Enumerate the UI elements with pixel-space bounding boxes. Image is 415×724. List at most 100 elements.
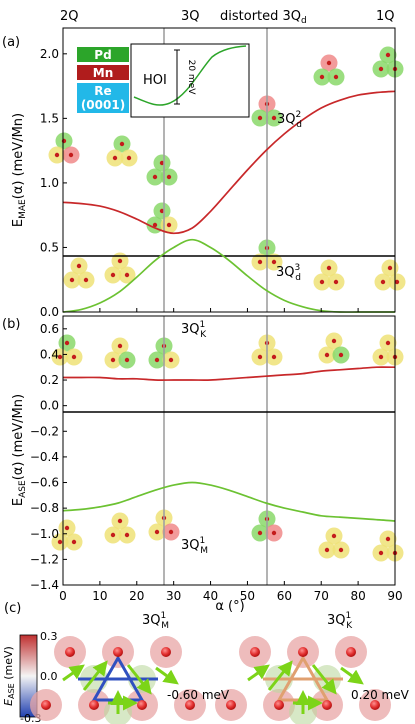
panel-c-left-title: 3Q1 M xyxy=(142,611,169,631)
panel-b-y-label: EASE(α) (meV/Mn) xyxy=(11,394,28,506)
panel-a-spin-sprite xyxy=(106,135,138,167)
inset-curve xyxy=(133,45,247,106)
panel-a-spin-sprite xyxy=(146,154,178,186)
panel-b-spin-sprite xyxy=(372,530,404,562)
spin-atom xyxy=(152,174,158,180)
panel-b-spin-sprites xyxy=(51,332,404,562)
panel-b-y-tick-label: −0.6 xyxy=(30,476,59,490)
panel-b-green-curve xyxy=(62,481,396,522)
spin-atom xyxy=(271,530,277,536)
spin-atom xyxy=(387,265,393,271)
annotation-3qd2: 3Q2 d xyxy=(277,110,302,130)
lattice-atom xyxy=(370,700,380,710)
spin-atom xyxy=(168,529,174,535)
annotation-3qd3: 3Q3 d xyxy=(276,263,301,283)
top-label-distorted: distorted 3Qd xyxy=(220,9,307,26)
panel-a-y-tick-label: 1.5 xyxy=(40,111,59,125)
lattice-atom xyxy=(298,647,308,657)
spin-arrow xyxy=(247,664,270,682)
spin-atom xyxy=(394,279,400,285)
panel-b-y-tick-label: 0.2 xyxy=(40,373,59,387)
panel-a-spin-sprite xyxy=(251,95,283,127)
colorbar-label: EASE (meV) xyxy=(2,646,16,706)
spin-arrow xyxy=(82,660,108,691)
inset-scale-label: 20 meV xyxy=(186,60,196,96)
panel-b-spin-sprite xyxy=(372,334,404,366)
spin-atom xyxy=(338,547,344,553)
lattice-atom xyxy=(185,700,195,710)
spin-atom xyxy=(71,354,77,360)
panel-a-frame xyxy=(62,27,396,313)
spin-atom xyxy=(117,343,123,349)
spin-atom xyxy=(319,279,325,285)
lattice-atom xyxy=(161,647,171,657)
spin-atom xyxy=(168,357,174,363)
spin-atom xyxy=(333,279,339,285)
spin-atom xyxy=(159,208,165,214)
panel-b-spin-sprite xyxy=(104,512,136,544)
spin-atom xyxy=(154,357,160,363)
panel-b-spin-sprite xyxy=(104,337,136,369)
panel-b-x-ticks: 0 10 20 30 40 50 60 70 80 90 xyxy=(59,581,403,603)
spin-atom xyxy=(126,155,132,161)
spin-atom xyxy=(338,352,344,358)
spin-atom xyxy=(68,152,74,158)
lattice-atom xyxy=(346,647,356,657)
inset-box xyxy=(130,43,250,118)
spin-atom xyxy=(380,279,386,285)
legend-re-surface: (0001) xyxy=(81,98,125,112)
spin-atom xyxy=(71,539,77,545)
spin-atom xyxy=(119,141,125,147)
spin-atom xyxy=(124,272,130,278)
spin-atom xyxy=(154,529,160,535)
legend-mn-label: Mn xyxy=(93,66,113,80)
top-label-1q: 1Q xyxy=(376,9,395,24)
spin-atom xyxy=(166,222,172,228)
panel-b-spin-sprite xyxy=(251,510,283,542)
panel-b-spin-sprite xyxy=(318,527,350,559)
panel-b-y-ticks: 0.6 0.4 0.2 0.0 −0.2 −0.4 −0.6 −0.8 −1.0 −1.2 −1.4 xyxy=(30,322,67,592)
spin-atom xyxy=(271,354,277,360)
panel-a-spin-sprite xyxy=(48,132,80,164)
spin-atom xyxy=(331,533,337,539)
panel-a-y-tick-label: 0.0 xyxy=(40,305,59,319)
panel-a-spin-sprite xyxy=(63,257,95,289)
panel-a-y-tick-label: 0.5 xyxy=(40,240,59,254)
spin-arrow xyxy=(155,666,179,685)
panel-b-x-tick-label: 40 xyxy=(203,589,218,603)
top-label-2q: 2Q xyxy=(60,9,79,24)
panel-a-spin-sprite xyxy=(313,54,345,86)
panel-b-y-tick-label: −1.4 xyxy=(30,578,59,592)
panel-b-spin-sprite xyxy=(318,332,350,364)
spin-atom xyxy=(326,60,332,66)
panel-b-y-tick-label: −0.8 xyxy=(30,501,59,515)
panel-a-y-tick-label: 1.0 xyxy=(40,176,59,190)
spin-atom xyxy=(324,352,330,358)
panel-a-y-tick-label: 2.0 xyxy=(40,47,59,61)
panel-c-right-title: 3Q1 K xyxy=(327,611,353,631)
panel-b-x-tick-label: 60 xyxy=(277,589,292,603)
spin-atom xyxy=(61,138,67,144)
spin-arrow xyxy=(126,664,152,695)
inset-label: HOI xyxy=(143,73,167,88)
spin-atom xyxy=(152,222,158,228)
panel-b-x-tick-label: 20 xyxy=(129,589,144,603)
panel-a-x-tickmarks xyxy=(62,308,396,312)
panel-b-x-tick-label: 0 xyxy=(59,589,67,603)
spin-atom xyxy=(385,340,391,346)
lattice-atom xyxy=(41,700,51,710)
spin-atom xyxy=(326,265,332,271)
spin-atom xyxy=(257,530,263,536)
panel-b-y-tick-label: −0.4 xyxy=(30,450,59,464)
lattice-atom xyxy=(137,700,147,710)
panel-b-letter: (b) xyxy=(2,317,20,332)
panel-b-frame xyxy=(62,315,396,586)
panel-b-y-tick-label: 0.4 xyxy=(40,347,59,361)
spin-atom xyxy=(159,160,165,166)
spin-atom xyxy=(57,354,63,360)
spin-atom xyxy=(76,263,82,269)
panel-a-y-ticks: 0.0 0.5 1.0 1.5 2.0 xyxy=(40,47,67,319)
spin-atom xyxy=(124,357,130,363)
panel-b-x-tick-label: 50 xyxy=(240,589,255,603)
panel-a: 0.00.51.01.52.0 (a) EMAE(α) (meV/Mn) Pd … xyxy=(2,27,406,319)
